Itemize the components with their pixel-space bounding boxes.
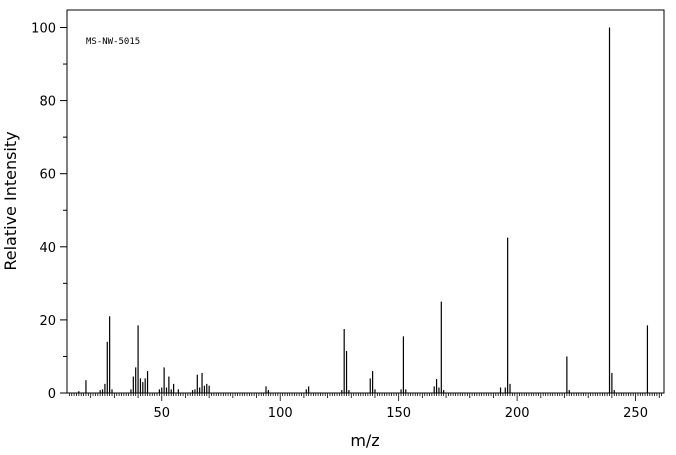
y-tick-label: 100 <box>31 22 56 37</box>
x-axis-ticks: 50 100 150 200 250 <box>68 393 663 421</box>
y-tick-label: 20 <box>39 314 56 329</box>
y-tick-label: 80 <box>39 95 56 110</box>
spectrum-peaks <box>78 27 649 393</box>
x-tick-label: 200 <box>505 406 530 421</box>
y-tick-label: 0 <box>48 387 56 402</box>
x-tick-label: 100 <box>268 406 293 421</box>
y-tick-label: 60 <box>39 168 56 183</box>
x-tick-label: 50 <box>153 406 170 421</box>
spectrum-id-annotation: MS-NW-5015 <box>86 37 140 47</box>
x-axis-label: m/z <box>350 431 379 450</box>
x-tick-label: 250 <box>623 406 648 421</box>
y-tick-label: 40 <box>39 241 56 256</box>
x-tick-label: 150 <box>386 406 411 421</box>
y-axis-label: Relative Intensity <box>1 131 20 270</box>
y-axis-ticks: 0 20 40 60 80 100 <box>31 22 67 402</box>
plot-frame <box>66 9 665 394</box>
